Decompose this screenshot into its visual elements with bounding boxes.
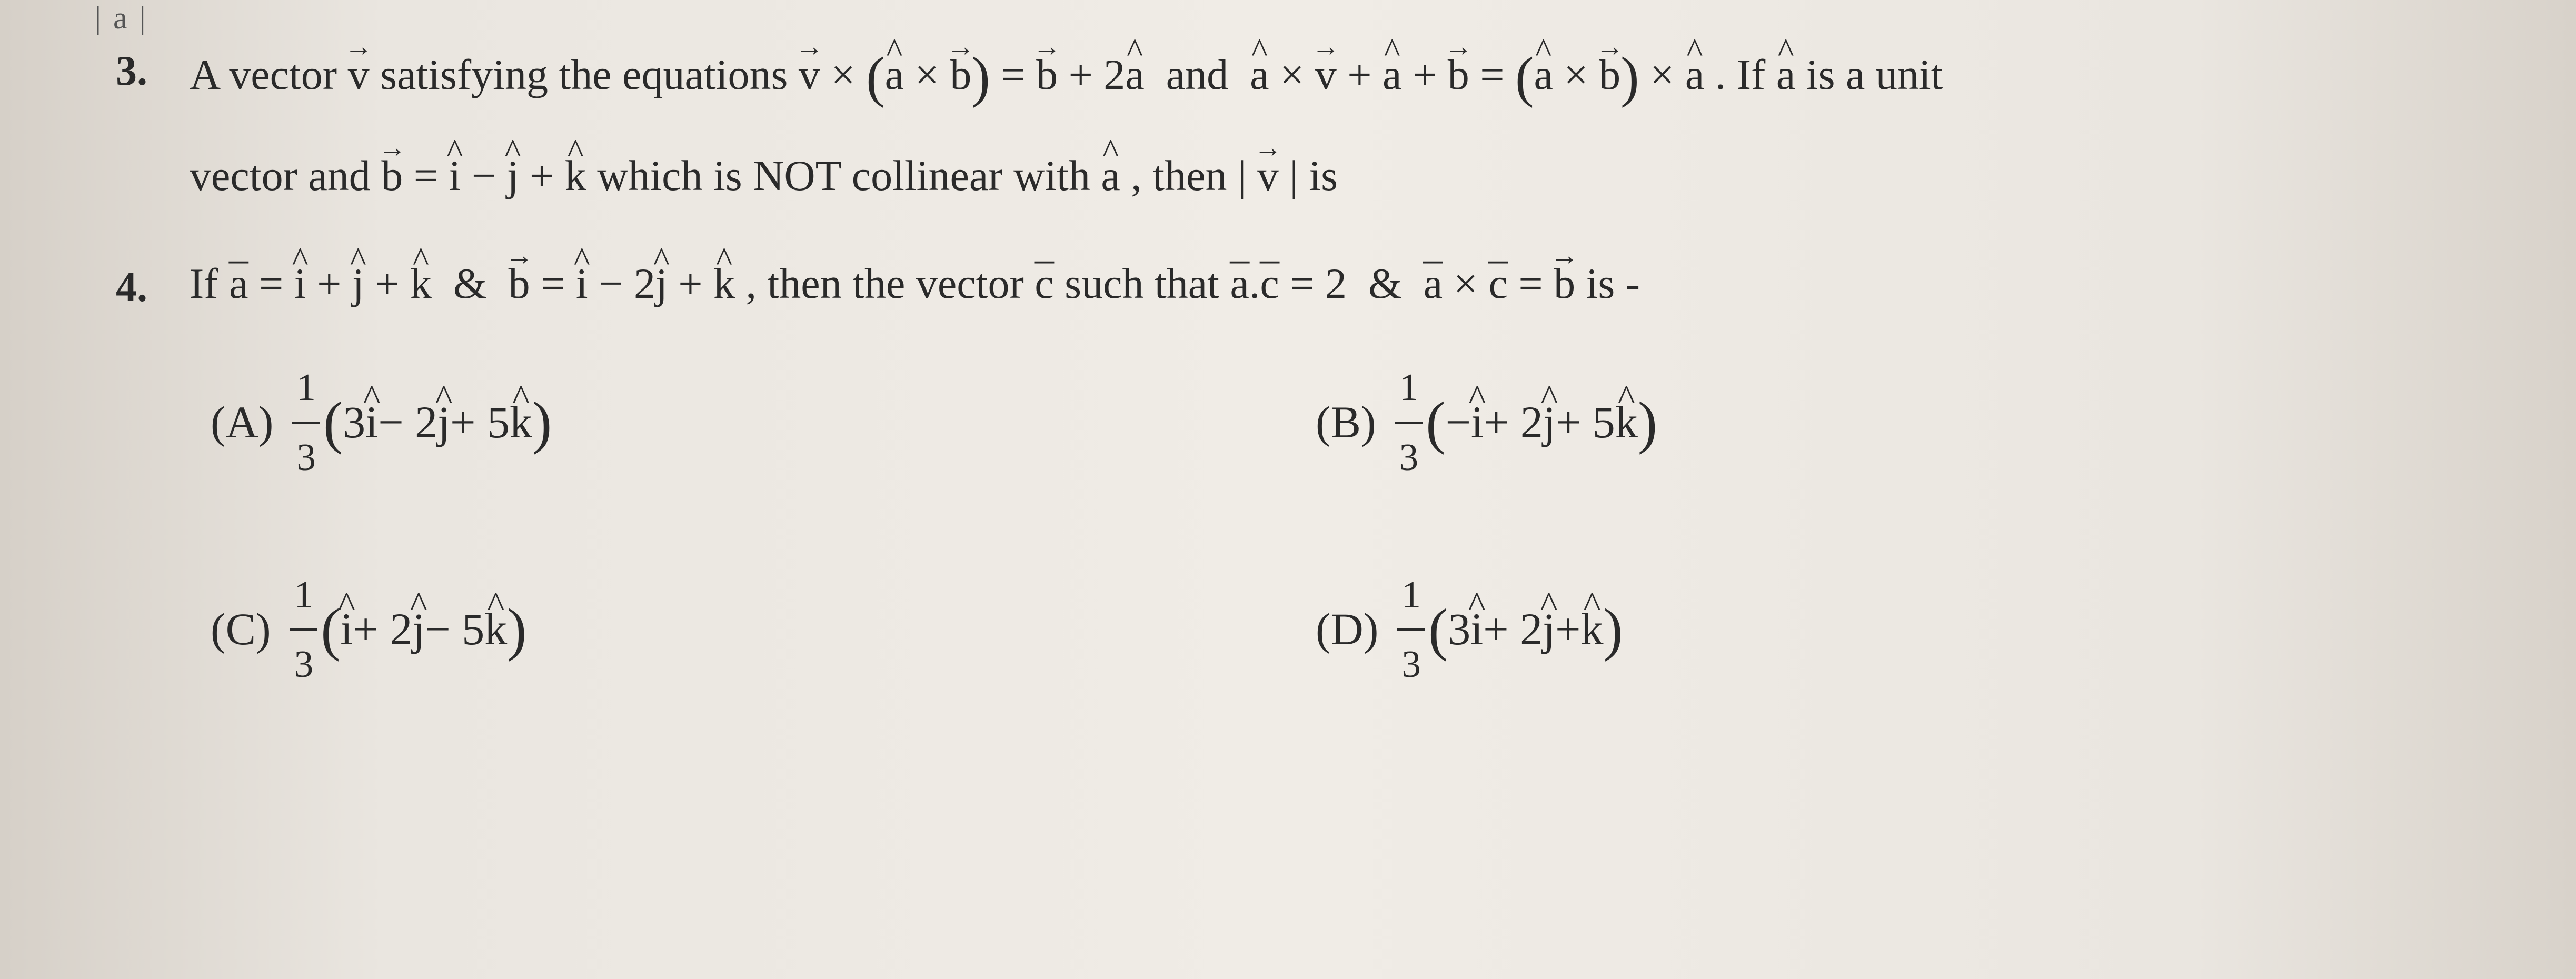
option-label: (A) [211,385,273,460]
option-label: (D) [1316,592,1378,667]
denominator: 3 [1395,424,1423,490]
question-body: A vector v satisfying the equations v × … [190,32,2513,227]
numerator: 1 [292,356,320,424]
top-cut-fragment: | a | [95,0,148,36]
question-4: 4. If a = i + j + k & b = i − 2j + k , t… [116,248,2513,770]
exam-page: | a | 3. A vector v satisfying the equat… [0,0,2576,979]
fraction: 1 3 [1395,356,1423,489]
question-line: A vector v satisfying the equations v × … [190,32,2513,124]
numerator: 1 [290,563,318,631]
option-c: (C) 1 3 (i + 2j − 5k) [211,563,1316,696]
numerator: 1 [1397,563,1425,631]
option-label: (B) [1316,385,1376,460]
denominator: 3 [292,424,320,490]
question-3: 3. A vector v satisfying the equations v… [116,32,2513,227]
denominator: 3 [1397,631,1425,696]
option-d: (D) 1 3 (3i + 2j + k) [1316,563,2421,696]
denominator: 3 [290,631,318,696]
fraction: 1 3 [290,563,318,696]
question-number: 3. [116,32,190,95]
numerator: 1 [1395,356,1423,424]
question-body: If a = i + j + k & b = i − 2j + k , then… [190,248,2513,770]
question-line: If a = i + j + k & b = i − 2j + k , then… [190,248,2513,319]
question-line: vector and b = i − j + k which is NOT co… [190,140,2513,211]
question-number: 4. [116,248,190,312]
option-a: (A) 1 3 (3i − 2j + 5k) [211,356,1316,489]
option-label: (C) [211,592,271,667]
options-container: (A) 1 3 (3i − 2j + 5k) (B) 1 3 (−i + 2j … [211,356,2513,770]
fraction: 1 3 [292,356,320,489]
fraction: 1 3 [1397,563,1425,696]
option-b: (B) 1 3 (−i + 2j + 5k) [1316,356,2421,489]
